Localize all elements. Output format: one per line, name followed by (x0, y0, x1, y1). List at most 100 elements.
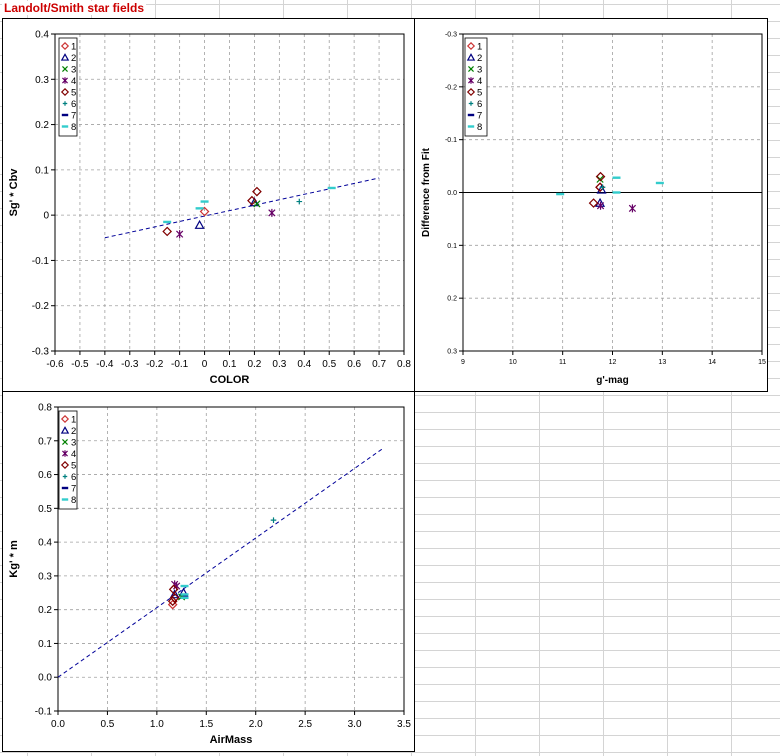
legend-marker (60, 426, 70, 434)
legend-label: 3 (71, 438, 76, 449)
data-point[interactable] (178, 587, 189, 597)
legend-marker (60, 414, 70, 424)
color-term-chart[interactable]: -0.6 -0.5 -0.4 -0.3 -0.2 -0.1 0 0.1 0.2 0.3 0.4 0.5… (2, 18, 415, 392)
extinction-chart[interactable]: 0.0 0.5 1.0 1.5 2.0 2.5 3.0 3.5 -0.1 0.0 0.1 0.2 0.3… (2, 391, 415, 752)
data-point[interactable] (176, 230, 184, 239)
series-8 (180, 584, 189, 600)
data-point[interactable] (596, 201, 605, 210)
x-tick-label: 0.4 (297, 359, 311, 370)
x-tick-label: 0.8 (397, 359, 411, 370)
legend-label: 3 (71, 65, 76, 76)
legend-label: 5 (71, 461, 76, 472)
series-1 (199, 206, 210, 217)
y-tick-label: -0.2 (445, 84, 457, 91)
data-point[interactable] (596, 175, 604, 183)
y-tick-label: 0.3 (38, 571, 52, 582)
x-tick-label: 1.0 (150, 719, 164, 730)
data-point[interactable] (596, 184, 607, 194)
data-point[interactable] (270, 517, 277, 523)
series-5 (162, 186, 262, 237)
y-tick-label: 0.3 (447, 348, 457, 355)
y-tick-label: 0.1 (35, 165, 49, 176)
data-point[interactable] (199, 206, 210, 217)
data-point[interactable] (169, 589, 180, 599)
y-tick-label: 0.1 (38, 639, 52, 650)
series-8 (163, 186, 336, 224)
x-tick-label: -0.6 (46, 359, 64, 370)
x-tick-label: 14 (708, 359, 716, 366)
x-tick-label: 3.0 (348, 719, 362, 730)
series-2 (194, 197, 260, 229)
legend-marker (468, 77, 474, 84)
legend-label: 2 (71, 426, 76, 437)
x-tick-label: 0.1 (223, 359, 237, 370)
x-tick-label: 2.0 (249, 719, 263, 730)
legend-label: 6 (71, 99, 76, 110)
series-5 (167, 584, 180, 607)
x-tick-label: 0.2 (247, 359, 261, 370)
data-point[interactable] (628, 204, 637, 213)
x-tick-label: 13 (658, 359, 666, 366)
x-tick-label: -0.1 (171, 359, 189, 370)
x-tick-label: 2.5 (298, 719, 312, 730)
legend-label: 5 (71, 88, 76, 99)
x-tick-label: 0.5 (322, 359, 336, 370)
x-tick-label: -0.5 (71, 359, 89, 370)
data-point[interactable] (168, 584, 179, 595)
trendline (57, 447, 385, 678)
legend-marker (62, 77, 68, 84)
series-2 (169, 587, 189, 599)
legend-label: 8 (477, 122, 482, 133)
series-4 (171, 580, 181, 591)
data-point[interactable] (588, 198, 599, 208)
x-tick-label: -0.3 (121, 359, 139, 370)
legend-marker (62, 101, 68, 106)
data-point[interactable] (296, 198, 303, 205)
y-tick-label: -0.1 (32, 256, 50, 267)
y-tick-label: 0.5 (38, 504, 52, 515)
legend-marker (62, 439, 68, 445)
data-point[interactable] (167, 596, 178, 607)
series-6 (270, 517, 277, 523)
legend-marker (62, 450, 68, 457)
data-point[interactable] (268, 208, 276, 217)
gridlines (57, 406, 405, 712)
series-8 (556, 176, 664, 196)
y-tick-label: -0.1 (445, 137, 457, 144)
data-point[interactable] (247, 195, 257, 206)
y-tick-label: 0.8 (38, 403, 52, 414)
data-point[interactable] (194, 219, 205, 229)
legend-label: 1 (477, 42, 482, 53)
x-tick-label: 3.5 (397, 719, 411, 730)
y-tick-label: -0.3 (32, 347, 50, 358)
y-tick-label: 0.2 (447, 296, 457, 303)
legend-marker (466, 87, 476, 97)
y-axis-title: Kg' * m (8, 540, 20, 578)
data-point[interactable] (595, 171, 606, 182)
legend-label: 2 (477, 53, 482, 64)
y-axis-title: Difference from Fit (421, 147, 432, 237)
y-tick-label: 0.7 (38, 436, 52, 447)
residuals-chart[interactable]: 9 10 11 12 13 14 15 -0.3 -0.2 -0.1 0.0 0.1 0.2 0.3 g'-… (414, 18, 768, 392)
legend-label: 5 (477, 88, 482, 99)
data-point[interactable] (162, 226, 173, 237)
series-3 (596, 175, 604, 183)
x-tick-label: 12 (609, 359, 617, 366)
legend-label: 6 (71, 472, 76, 483)
x-tick-label: 11 (559, 359, 566, 366)
x-tick-label: 0.0 (51, 719, 65, 730)
legend-label: 4 (71, 449, 76, 460)
legend-label: 2 (71, 53, 76, 64)
page-title: Landolt/Smith star fields (2, 1, 147, 15)
data-point[interactable] (599, 184, 606, 191)
data-point[interactable] (252, 186, 262, 197)
data-point[interactable] (169, 592, 180, 603)
chart-svg[interactable]: -0.6 -0.5 -0.4 -0.3 -0.2 -0.1 0 0.1 0.2 0.3 0.4 0.5… (3, 19, 414, 391)
chart-svg[interactable]: 0.0 0.5 1.0 1.5 2.0 2.5 3.0 3.5-0.10.00.10.20.3… (3, 392, 414, 751)
legend-marker (466, 41, 476, 51)
chart-svg[interactable]: 9 10 11 12 13 14 15-0.3-0.2-0.10.00.10.20.3g'-… (415, 19, 767, 391)
gridlines (54, 33, 405, 352)
